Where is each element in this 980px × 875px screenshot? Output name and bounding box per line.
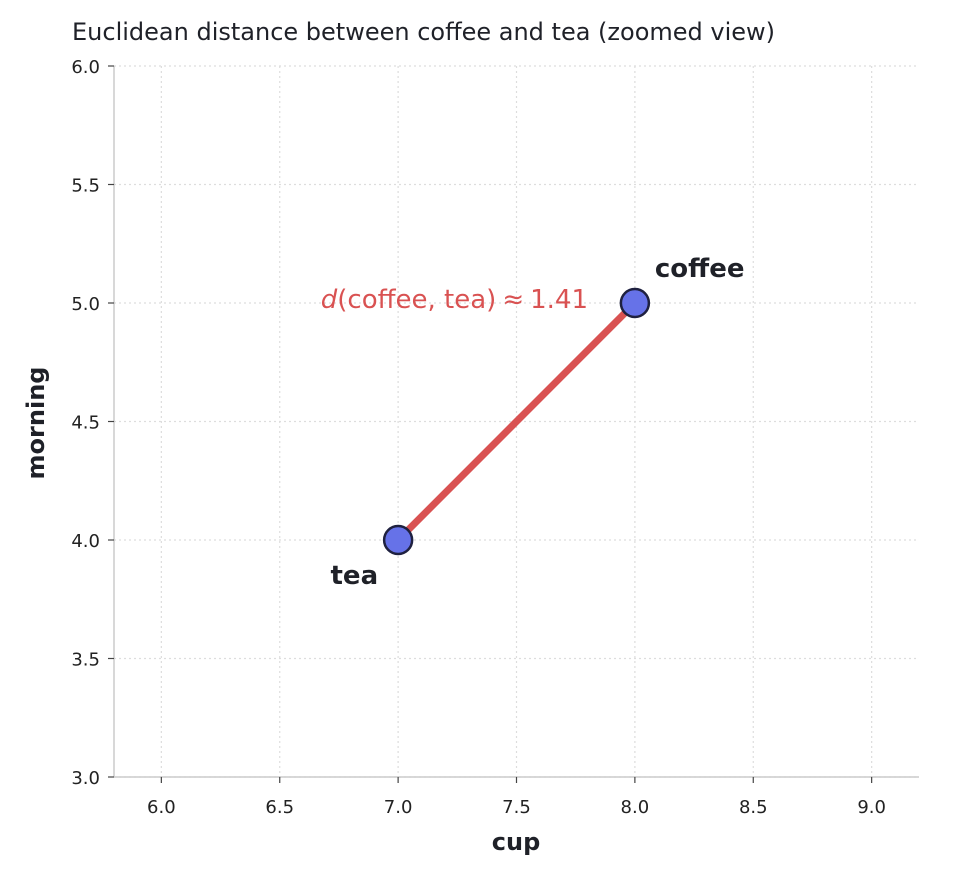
data-points: coffee tea [331,254,745,591]
distance-relation: ≈ [502,285,524,315]
x-tick-label: 7.5 [502,797,531,818]
point-label-coffee: coffee [655,254,745,284]
distance-value: 1.41 [530,285,588,315]
y-axis-title: morning [22,367,50,480]
y-tick-label: 4.5 [71,413,100,434]
distance-segment [394,299,639,544]
y-tick-label: 5.5 [71,176,100,197]
distance-annotation: d(coffee, tea) ≈1.41 [321,285,588,315]
y-tick-label: 4.0 [71,531,100,552]
point-coffee [619,287,651,319]
y-tick-label: 3.5 [71,650,100,671]
point-tea [382,524,414,556]
point-label-tea: tea [331,561,379,591]
x-tick-label: 8.5 [739,797,768,818]
x-tick-label: 9.0 [857,797,886,818]
x-tick-label: 6.0 [147,797,176,818]
x-axis-title: cup [492,828,541,856]
axis-ticks: 6.0 6.5 7.0 7.5 8.0 8.5 9.0 3.0 3.5 4.0 4.5 5.0 5.5 6… [71,57,886,818]
y-tick-label: 3.0 [71,768,100,789]
distance-symbol: d [321,285,338,315]
x-tick-label: 7.0 [384,797,413,818]
y-tick-label: 5.0 [71,294,100,315]
x-tick-label: 8.0 [621,797,650,818]
y-tick-label: 6.0 [71,57,100,78]
chart-title: Euclidean distance between coffee and te… [72,18,775,46]
distance-args: (coffee, tea) [337,285,496,315]
x-tick-label: 6.5 [265,797,294,818]
